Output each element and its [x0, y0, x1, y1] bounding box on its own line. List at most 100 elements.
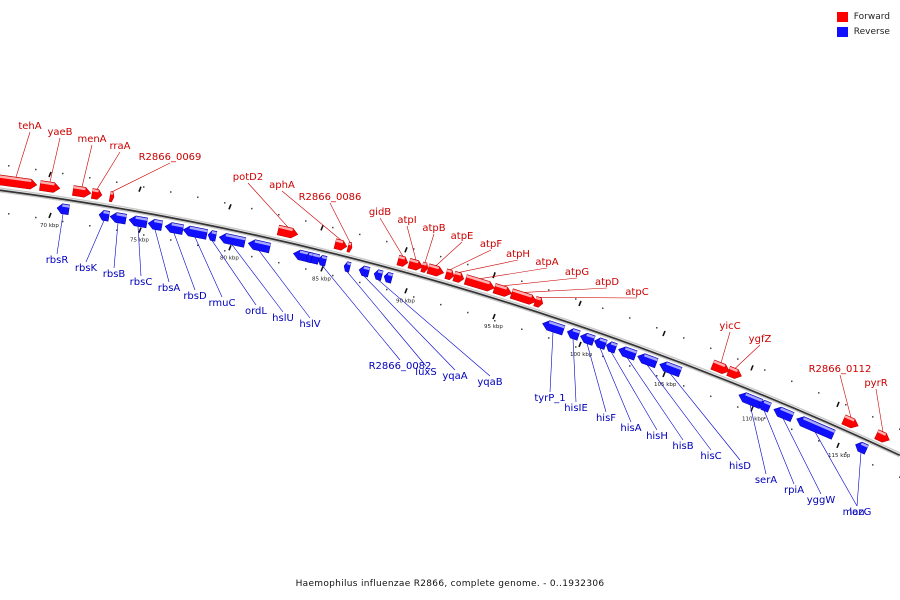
major-tick-mark [578, 341, 582, 348]
forward-gene[interactable] [444, 268, 455, 281]
forward-gene[interactable] [407, 258, 424, 271]
forward-gene[interactable] [509, 288, 538, 306]
reverse-gene[interactable] [617, 345, 638, 361]
gene-label-line [669, 373, 741, 461]
gene-label: atpA [535, 257, 558, 268]
tick-labels: 70 kbp 75 kbp 80 kbp 85 kbp 90 kbp 95 kbp 100 … [40, 171, 851, 459]
gene-features[interactable] [0, 174, 892, 455]
minor-tick [305, 220, 307, 222]
gene-label: hisD [729, 461, 751, 472]
reverse-gene[interactable] [566, 327, 581, 341]
forward-gene[interactable] [533, 295, 545, 308]
forward-gene[interactable] [420, 261, 429, 273]
gene-label-line [599, 347, 632, 423]
reverse-gene[interactable] [56, 203, 70, 216]
reverse-gene[interactable] [343, 261, 352, 273]
gene-body [841, 414, 859, 429]
gene-label-line [875, 388, 884, 433]
reverse-gene[interactable] [128, 215, 149, 229]
reverse-gene[interactable] [182, 225, 209, 240]
gene-label-lines [15, 131, 884, 507]
gene-highlight [346, 262, 352, 266]
tick-label: 100 kbp [570, 352, 593, 358]
forward-gene[interactable] [726, 365, 744, 380]
forward-gene[interactable] [710, 359, 731, 376]
reverse-gene[interactable] [373, 269, 384, 281]
reverse-gene[interactable] [541, 319, 566, 336]
gene-highlight [211, 231, 217, 235]
gene-label-line [549, 331, 554, 393]
gene-highlight [802, 417, 836, 433]
minor-tick [251, 207, 253, 210]
reverse-gene[interactable] [579, 331, 596, 346]
gene-label: hslV [299, 319, 320, 330]
forward-gene[interactable] [874, 429, 892, 445]
reverse-gene[interactable] [605, 340, 618, 354]
forward-gene[interactable] [90, 188, 103, 200]
forward-gene[interactable] [39, 180, 61, 194]
major-tick-mark [228, 245, 232, 251]
minor-tick [278, 261, 280, 264]
gene-highlight [377, 270, 384, 274]
forward-gene[interactable] [333, 238, 348, 252]
minor-tick [791, 380, 793, 383]
gene-label: hisIE [564, 403, 588, 414]
minor-tick [575, 346, 577, 348]
reverse-gene[interactable] [164, 221, 185, 235]
reverse-gene[interactable] [636, 352, 659, 369]
minor-tick [548, 289, 550, 291]
gene-label-line [749, 404, 767, 475]
reverse-gene[interactable] [317, 255, 328, 267]
gene-label-line [247, 182, 289, 228]
gene-label: tyrP_1 [534, 393, 565, 404]
forward-gene[interactable] [396, 254, 409, 267]
forward-gene[interactable] [492, 283, 513, 298]
gene-label: atpE [451, 231, 474, 242]
gene-highlight [729, 366, 738, 373]
reverse-gene[interactable] [207, 230, 218, 242]
minor-tick [683, 385, 685, 387]
gene-body [207, 230, 218, 242]
reverse-gene[interactable] [98, 210, 111, 222]
gene-body [358, 265, 371, 278]
reverse-gene[interactable] [593, 336, 608, 350]
tick-label: 115 kbp [828, 453, 851, 459]
minor-tick [521, 328, 523, 330]
forward-gene[interactable] [841, 414, 861, 431]
forward-gene[interactable] [452, 270, 465, 283]
minor-tick [791, 428, 793, 431]
gene-label: luxS [415, 367, 436, 378]
gene-label: yqaA [442, 371, 467, 382]
forward-gene[interactable] [426, 263, 445, 278]
reverse-gene[interactable] [305, 251, 314, 264]
minor-tick [602, 355, 604, 358]
reverse-swatch [836, 26, 848, 37]
forward-gene[interactable] [108, 191, 115, 203]
reverse-gene[interactable] [358, 265, 371, 278]
forward-gene[interactable] [276, 224, 299, 239]
reverse-gene[interactable] [772, 405, 795, 423]
reverse-gene[interactable] [658, 360, 683, 378]
gene-label: yggW [807, 495, 836, 506]
forward-gene[interactable] [0, 174, 38, 190]
minor-tick [494, 320, 496, 322]
reverse-gene[interactable] [109, 212, 128, 225]
forward-gene[interactable] [463, 274, 496, 293]
forward-gene[interactable] [346, 241, 353, 253]
reverse-gene[interactable] [795, 414, 836, 440]
minor-tick [872, 464, 874, 466]
reverse-gene[interactable] [383, 271, 394, 284]
forward-gene[interactable] [72, 185, 92, 199]
reverse-gene[interactable] [853, 440, 869, 455]
gene-body [218, 233, 247, 248]
gene-label-line [610, 351, 658, 431]
gene-body [566, 328, 581, 341]
reverse-gene[interactable] [757, 398, 772, 413]
strand-legend: Forward Reverse [836, 9, 890, 39]
reverse-gene[interactable] [147, 218, 164, 231]
reverse-gene[interactable] [247, 238, 272, 254]
minor-tick [521, 280, 523, 282]
reverse-gene[interactable] [218, 232, 247, 248]
